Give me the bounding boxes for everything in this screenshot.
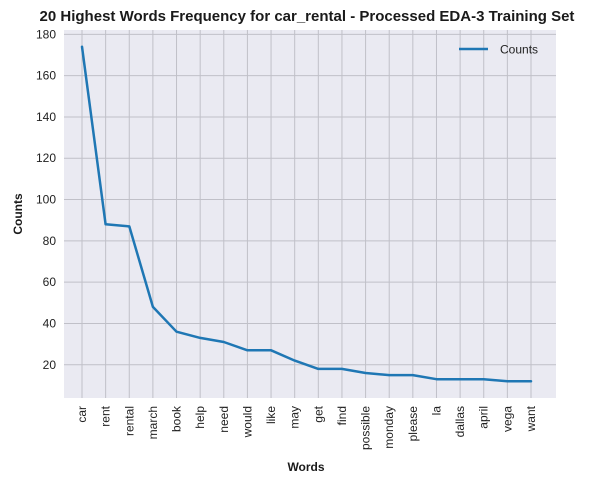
x-tick-label: car bbox=[75, 406, 89, 423]
data-point bbox=[152, 306, 154, 308]
data-point bbox=[341, 368, 343, 370]
chart-title: 20 Highest Words Frequency for car_renta… bbox=[40, 8, 575, 25]
x-tick-label: find bbox=[335, 406, 349, 425]
x-tick-label: need bbox=[217, 406, 231, 433]
data-point bbox=[199, 337, 201, 339]
x-tick-label: would bbox=[240, 406, 254, 438]
y-tick-label: 160 bbox=[36, 69, 56, 83]
y-tick-label: 120 bbox=[36, 151, 56, 165]
data-point bbox=[435, 378, 438, 381]
x-axis-label: Words bbox=[287, 460, 324, 474]
legend-label: Counts bbox=[500, 43, 538, 57]
x-tick-label: help bbox=[193, 406, 207, 429]
data-point bbox=[246, 349, 249, 352]
y-tick-label: 140 bbox=[36, 110, 56, 124]
x-tick-label: rental bbox=[122, 406, 136, 436]
series-layer bbox=[80, 45, 533, 383]
data-point bbox=[459, 378, 461, 381]
series-line-counts bbox=[80, 45, 533, 383]
grid bbox=[64, 30, 556, 398]
data-point bbox=[506, 380, 509, 383]
x-tick-label: monday bbox=[382, 406, 396, 449]
y-tick-label: 40 bbox=[43, 316, 57, 330]
data-point bbox=[104, 223, 107, 226]
data-point bbox=[270, 349, 272, 352]
data-point bbox=[388, 374, 391, 376]
legend: Counts bbox=[459, 43, 538, 57]
x-tick-label: may bbox=[288, 406, 302, 429]
x-tick-label: march bbox=[146, 406, 160, 439]
x-tick-label: get bbox=[311, 405, 325, 422]
data-point bbox=[364, 372, 367, 374]
y-tick-label: 180 bbox=[36, 27, 56, 41]
y-tick-label: 100 bbox=[36, 193, 56, 207]
data-point bbox=[412, 374, 414, 376]
data-point bbox=[482, 378, 485, 381]
y-tick-label: 20 bbox=[43, 358, 57, 372]
data-point bbox=[530, 380, 532, 383]
data-point bbox=[222, 341, 225, 343]
y-axis-label: Counts bbox=[11, 193, 25, 235]
x-tick-label: book bbox=[170, 405, 184, 432]
y-tick-label: 80 bbox=[43, 234, 57, 248]
x-tick-label: want bbox=[524, 405, 538, 432]
data-point bbox=[317, 368, 320, 370]
x-tick-label: please bbox=[406, 406, 420, 442]
x-tick-label: possible bbox=[359, 406, 373, 450]
x-tick-label: april bbox=[477, 406, 491, 429]
x-tick-label: dallas bbox=[453, 406, 467, 437]
y-tick-label: 60 bbox=[43, 275, 57, 289]
y-axis: 20 40 60 80 100 120 140 160 180 bbox=[36, 27, 56, 371]
x-tick-label: like bbox=[264, 406, 278, 424]
data-point bbox=[128, 225, 131, 228]
x-axis: car rent rental march book help need would like m… bbox=[75, 405, 538, 450]
data-point bbox=[175, 330, 178, 333]
x-tick-label: vega bbox=[500, 406, 514, 432]
data-point bbox=[293, 359, 296, 362]
x-tick-label: la bbox=[429, 406, 443, 416]
x-tick-label: rent bbox=[99, 405, 113, 426]
data-point bbox=[81, 45, 83, 48]
plot-area bbox=[64, 30, 556, 398]
